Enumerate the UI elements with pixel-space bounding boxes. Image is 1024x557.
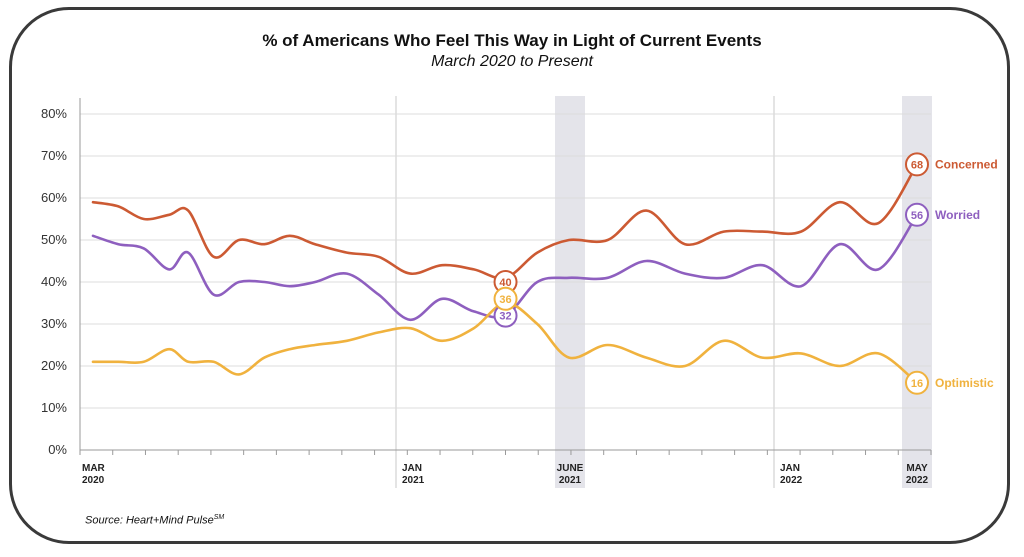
source-text: Source: Heart+Mind Pulse: [85, 514, 214, 527]
x-tick-label: JAN: [780, 463, 800, 474]
optimistic-june-value-label: 36: [499, 294, 511, 306]
optimistic-end-marker: [905, 370, 929, 395]
series-line-concerned: [91, 163, 919, 280]
chart-title: % of Americans Who Feel This Way in Ligh…: [262, 31, 762, 50]
concerned-end-value-label: 68: [911, 159, 923, 171]
x-tick-label: MAR: [82, 463, 106, 474]
y-tick-label: 70%: [41, 148, 67, 163]
source-superscript: SM: [213, 514, 225, 521]
worried-end-value-label: 56: [911, 210, 923, 222]
y-tick-label: 10%: [41, 400, 67, 415]
x-tick-label: MAY: [906, 463, 928, 474]
x-tick-label: JUNE: [557, 463, 584, 474]
worried-june-value-label: 32: [499, 311, 511, 323]
chart-subtitle: March 2020 to Present: [431, 53, 593, 70]
x-tick-label: 2021: [559, 475, 582, 486]
series-line-worried: [91, 213, 919, 322]
legend-label-optimistic: Optimistic: [935, 376, 994, 390]
series-line-optimistic: [91, 301, 919, 385]
concerned-june-value-label: 40: [499, 277, 511, 289]
y-tick-label: 50%: [41, 232, 67, 247]
x-tick-label: 2020: [82, 475, 105, 486]
x-tick-label: 2022: [780, 475, 803, 486]
x-tick-label: 2022: [906, 475, 929, 486]
chart-source: Source: Heart+Mind PulseSM: [85, 514, 224, 527]
y-tick-label: 30%: [41, 316, 67, 331]
highlight-band: [555, 96, 585, 488]
y-tick-label: 0%: [48, 442, 67, 457]
y-tick-label: 20%: [41, 358, 67, 373]
x-tick-label: 2021: [402, 475, 425, 486]
legend-label-worried: Worried: [935, 208, 980, 222]
y-tick-label: 40%: [41, 274, 67, 289]
concerned-end-marker: [905, 152, 929, 177]
y-tick-label: 80%: [41, 106, 67, 121]
x-tick-label: JAN: [402, 463, 422, 474]
optimistic-end-value-label: 16: [911, 378, 923, 390]
optimistic-june-marker: [493, 286, 518, 311]
legend-label-concerned: Concerned: [935, 157, 998, 171]
y-tick-label: 60%: [41, 190, 67, 205]
worried-end-marker: [905, 202, 929, 227]
